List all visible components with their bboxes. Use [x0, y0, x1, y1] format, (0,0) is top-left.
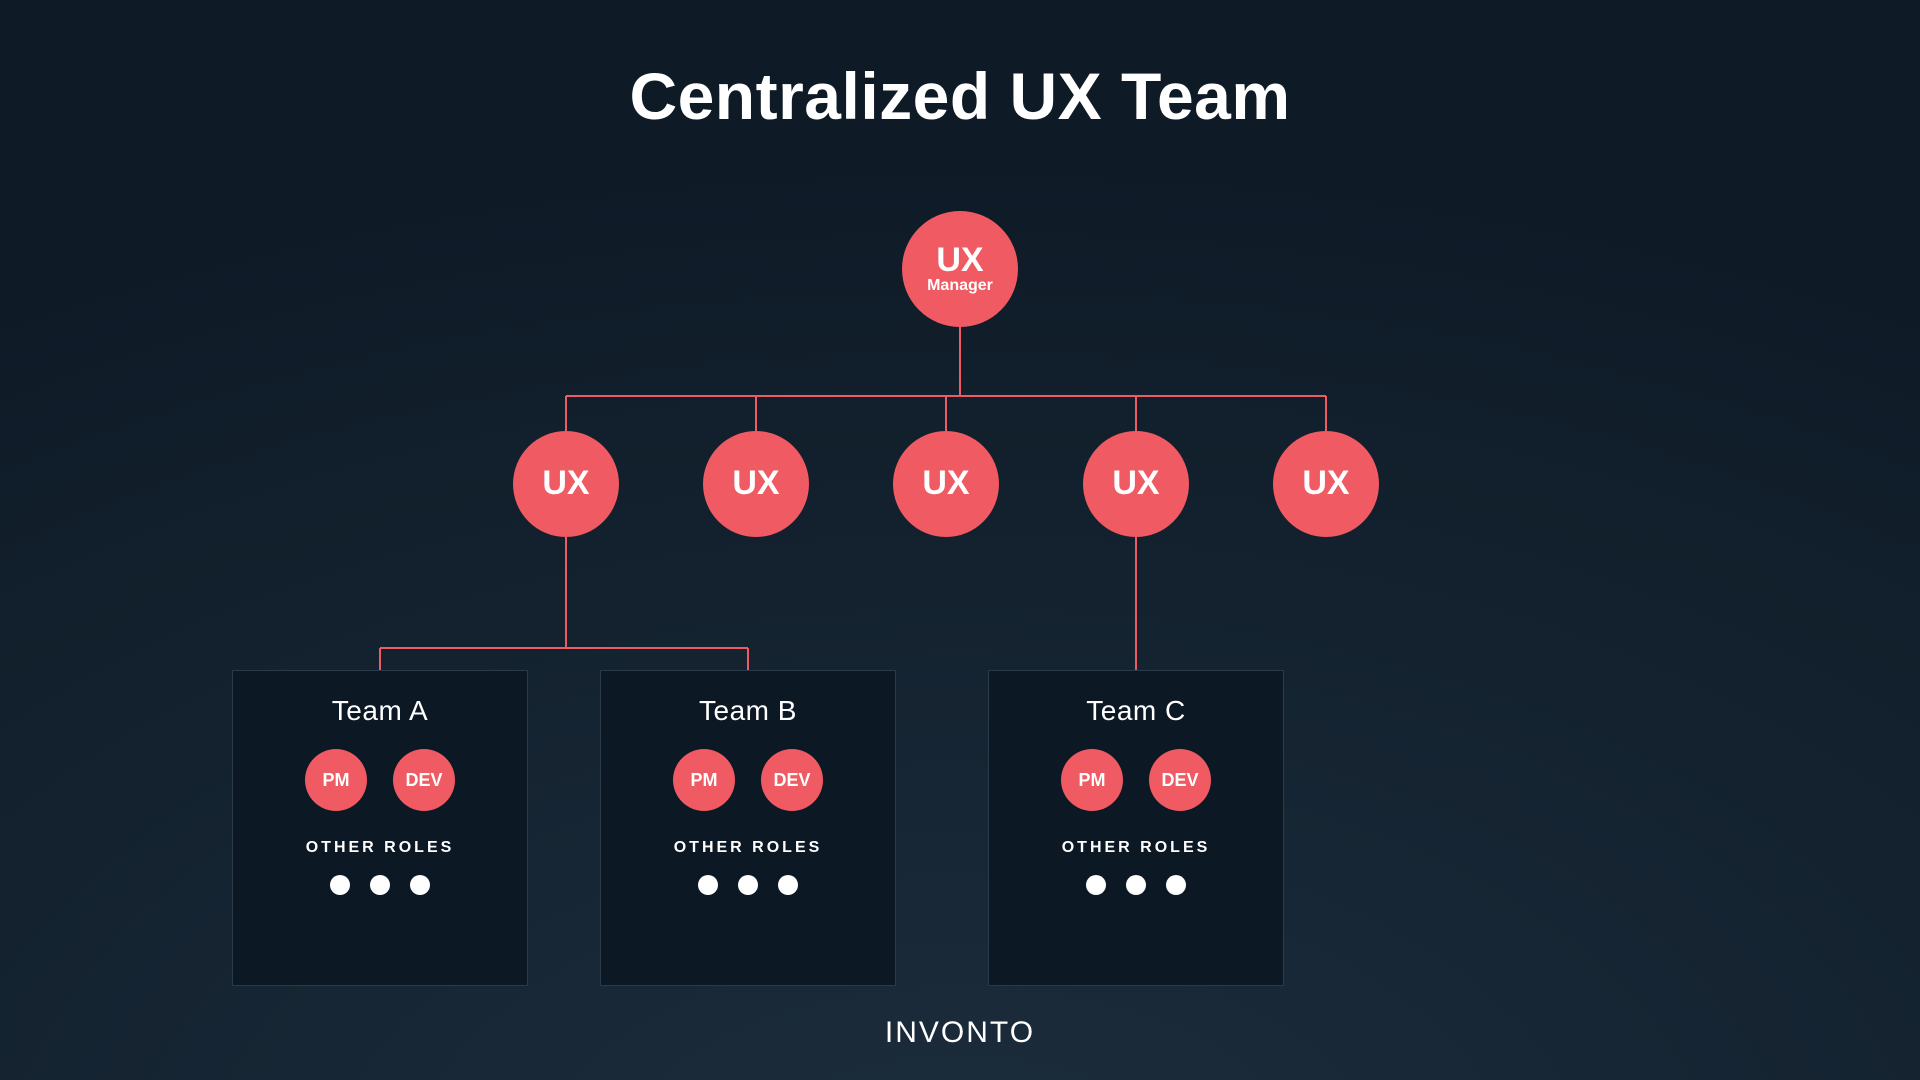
team-card-title: Team B [699, 695, 797, 727]
role-node: PM [1061, 749, 1123, 811]
role-node-label: DEV [1161, 770, 1198, 791]
node-ux-label: UX [732, 466, 779, 502]
node-manager-label-bottom: Manager [927, 278, 993, 295]
team-role-row: PM DEV [673, 749, 823, 811]
dot-icon [1126, 875, 1146, 895]
team-role-row: PM DEV [305, 749, 455, 811]
role-node-label: PM [323, 770, 350, 791]
connector-vline [565, 396, 567, 431]
dot-icon [330, 875, 350, 895]
role-node: DEV [393, 749, 455, 811]
team-card: Team A PM DEV OTHER ROLES [232, 670, 528, 986]
role-node-label: PM [1079, 770, 1106, 791]
connector-vline [1135, 396, 1137, 431]
team-role-row: PM DEV [1061, 749, 1211, 811]
footer-logo: INVONTO [0, 1016, 1920, 1050]
connector-vline [747, 648, 749, 670]
team-card: Team B PM DEV OTHER ROLES [600, 670, 896, 986]
page-title: Centralized UX Team [0, 58, 1920, 134]
role-node-label: DEV [773, 770, 810, 791]
role-node: DEV [1149, 749, 1211, 811]
team-card: Team C PM DEV OTHER ROLES [988, 670, 1284, 986]
connector-vline [755, 396, 757, 431]
node-ux-label: UX [1302, 466, 1349, 502]
connector-vline [565, 537, 567, 648]
team-other-roles-label: OTHER ROLES [1062, 839, 1211, 857]
diagram-canvas: Centralized UX Team UX Manager UXUXUXUXU… [0, 0, 1920, 1080]
dot-icon [370, 875, 390, 895]
node-manager-label-top: UX [936, 243, 983, 279]
role-node-label: PM [691, 770, 718, 791]
node-manager: UX Manager [902, 211, 1018, 327]
team-other-roles-dots [330, 875, 430, 895]
connector-hline [380, 647, 748, 649]
role-node: PM [305, 749, 367, 811]
node-ux: UX [1273, 431, 1379, 537]
node-ux-label: UX [922, 466, 969, 502]
node-ux: UX [703, 431, 809, 537]
role-node: PM [673, 749, 735, 811]
connector-vline [1135, 537, 1137, 670]
node-ux: UX [513, 431, 619, 537]
team-other-roles-label: OTHER ROLES [306, 839, 455, 857]
node-ux-label: UX [1112, 466, 1159, 502]
dot-icon [410, 875, 430, 895]
node-ux-label: UX [542, 466, 589, 502]
dot-icon [778, 875, 798, 895]
dot-icon [738, 875, 758, 895]
role-node: DEV [761, 749, 823, 811]
connector-vline [379, 648, 381, 670]
team-other-roles-dots [1086, 875, 1186, 895]
connector-vline [959, 327, 961, 396]
team-card-title: Team A [332, 695, 428, 727]
team-other-roles-dots [698, 875, 798, 895]
node-ux: UX [893, 431, 999, 537]
team-other-roles-label: OTHER ROLES [674, 839, 823, 857]
role-node-label: DEV [405, 770, 442, 791]
dot-icon [1166, 875, 1186, 895]
team-card-title: Team C [1086, 695, 1185, 727]
connector-vline [945, 396, 947, 431]
dot-icon [1086, 875, 1106, 895]
dot-icon [698, 875, 718, 895]
node-ux: UX [1083, 431, 1189, 537]
connector-vline [1325, 396, 1327, 431]
